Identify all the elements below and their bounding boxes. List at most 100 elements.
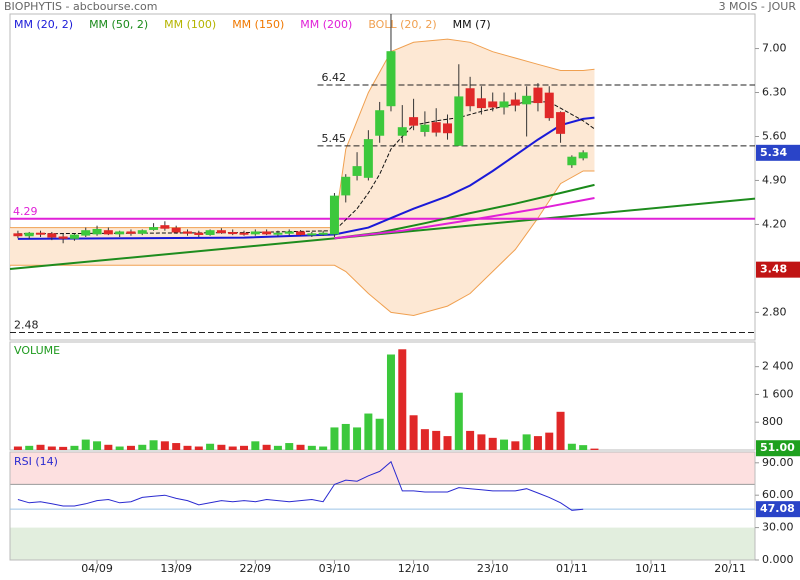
candle-body bbox=[69, 234, 79, 239]
rsi-zone bbox=[10, 452, 755, 485]
panel-title: VOLUME bbox=[14, 344, 60, 357]
volume-bar bbox=[477, 434, 486, 450]
candle-body bbox=[216, 230, 226, 234]
legend-entry: MM (150) bbox=[232, 18, 284, 31]
x-tick-label: 12/10 bbox=[398, 562, 430, 575]
volume-bar bbox=[126, 445, 135, 450]
volume-bar bbox=[93, 441, 102, 450]
candle-body bbox=[171, 227, 181, 233]
volume-bar bbox=[285, 443, 294, 450]
legend-entry: MM (20, 2) bbox=[14, 18, 73, 31]
candle-body bbox=[544, 92, 554, 119]
candle-body bbox=[443, 123, 453, 134]
candle-body bbox=[454, 96, 464, 146]
candle-body bbox=[296, 231, 306, 235]
candle-body bbox=[578, 152, 588, 159]
volume-bar bbox=[420, 429, 429, 450]
legend-entry: MM (7) bbox=[453, 18, 491, 31]
volume-bar bbox=[251, 441, 260, 450]
volume-bar bbox=[443, 436, 452, 450]
candle-body bbox=[329, 195, 339, 235]
candle-body bbox=[397, 127, 407, 136]
candle-body bbox=[476, 98, 486, 109]
support-label: 4.29 bbox=[13, 205, 38, 218]
value-badge bbox=[756, 440, 800, 457]
volume-bar bbox=[206, 443, 215, 450]
candle-body bbox=[81, 230, 91, 236]
candle-body bbox=[307, 233, 317, 236]
volume-bar bbox=[409, 415, 418, 450]
volume-bar bbox=[330, 427, 339, 450]
panel-frame bbox=[9, 451, 756, 561]
volume-bar bbox=[319, 446, 328, 450]
candle-body bbox=[228, 232, 238, 235]
candle-body bbox=[386, 51, 396, 107]
candle-body bbox=[556, 112, 566, 134]
candle-body bbox=[488, 101, 498, 108]
x-tick-label: 10/11 bbox=[635, 562, 667, 575]
volume-bar bbox=[545, 432, 554, 450]
volume-bar bbox=[138, 444, 147, 450]
candle-body bbox=[409, 117, 419, 126]
bollinger-fill bbox=[10, 39, 595, 316]
candle-body bbox=[13, 233, 23, 237]
candle-body bbox=[318, 232, 328, 235]
x-tick-label: 20/11 bbox=[714, 562, 746, 575]
candle-body bbox=[341, 176, 351, 196]
volume-bar bbox=[262, 444, 271, 450]
volume-bar bbox=[432, 430, 441, 450]
volume-bar bbox=[183, 445, 192, 450]
value-badge-label: 3.48 bbox=[760, 263, 787, 276]
candle-body bbox=[510, 99, 520, 106]
x-tick-label: 13/09 bbox=[160, 562, 192, 575]
x-tick-label: 23/10 bbox=[477, 562, 509, 575]
candle-body bbox=[58, 236, 68, 239]
value-badge bbox=[756, 501, 800, 518]
rsi-zone bbox=[10, 527, 755, 560]
volume-bar bbox=[273, 445, 282, 450]
volume-bar bbox=[59, 446, 68, 450]
y-tick-label: 30.00 bbox=[762, 521, 794, 534]
volume-bar bbox=[25, 445, 34, 450]
value-badge bbox=[756, 261, 800, 278]
x-tick-label: 01/11 bbox=[556, 562, 588, 575]
candle-body bbox=[284, 231, 294, 234]
legend-entry: MM (50, 2) bbox=[89, 18, 148, 31]
volume-bar bbox=[149, 440, 158, 450]
y-tick-label: 90.00 bbox=[762, 456, 794, 469]
bollinger-lower bbox=[10, 170, 595, 317]
volume-bar bbox=[217, 444, 226, 450]
value-badge bbox=[756, 144, 800, 161]
level-label: 2.48 bbox=[14, 318, 39, 331]
candle-body bbox=[499, 101, 509, 108]
candle-body bbox=[420, 124, 430, 132]
candle-body bbox=[92, 228, 102, 235]
candle-body bbox=[24, 232, 34, 237]
y-tick-label: 0.000 bbox=[762, 553, 794, 566]
volume-bar bbox=[240, 445, 249, 450]
volume-bar bbox=[556, 411, 565, 450]
y-tick-label: 7.00 bbox=[762, 42, 787, 55]
volume-bar bbox=[579, 445, 588, 450]
candle-body bbox=[239, 232, 249, 235]
volume-bar bbox=[511, 441, 520, 450]
moving-average bbox=[334, 197, 595, 240]
period: 3 MOIS - JOUR bbox=[719, 0, 797, 13]
volume-bar bbox=[353, 427, 362, 450]
candle-body bbox=[352, 166, 362, 176]
candle-body bbox=[533, 87, 543, 104]
volume-bar bbox=[47, 446, 56, 450]
volume-bar bbox=[194, 446, 203, 450]
x-tick-label: 04/09 bbox=[81, 562, 113, 575]
rsi-line bbox=[17, 460, 584, 511]
volume-bar bbox=[398, 349, 407, 450]
volume-bar bbox=[364, 413, 373, 450]
candle-body bbox=[149, 227, 159, 230]
legend-entry: MM (200) bbox=[300, 18, 352, 31]
volume-bar bbox=[104, 444, 113, 450]
x-tick-label: 22/09 bbox=[239, 562, 271, 575]
value-badge-label: 51.00 bbox=[760, 441, 795, 454]
volume-bar bbox=[488, 437, 497, 450]
candle-body bbox=[431, 122, 441, 133]
volume-bar bbox=[81, 439, 90, 450]
